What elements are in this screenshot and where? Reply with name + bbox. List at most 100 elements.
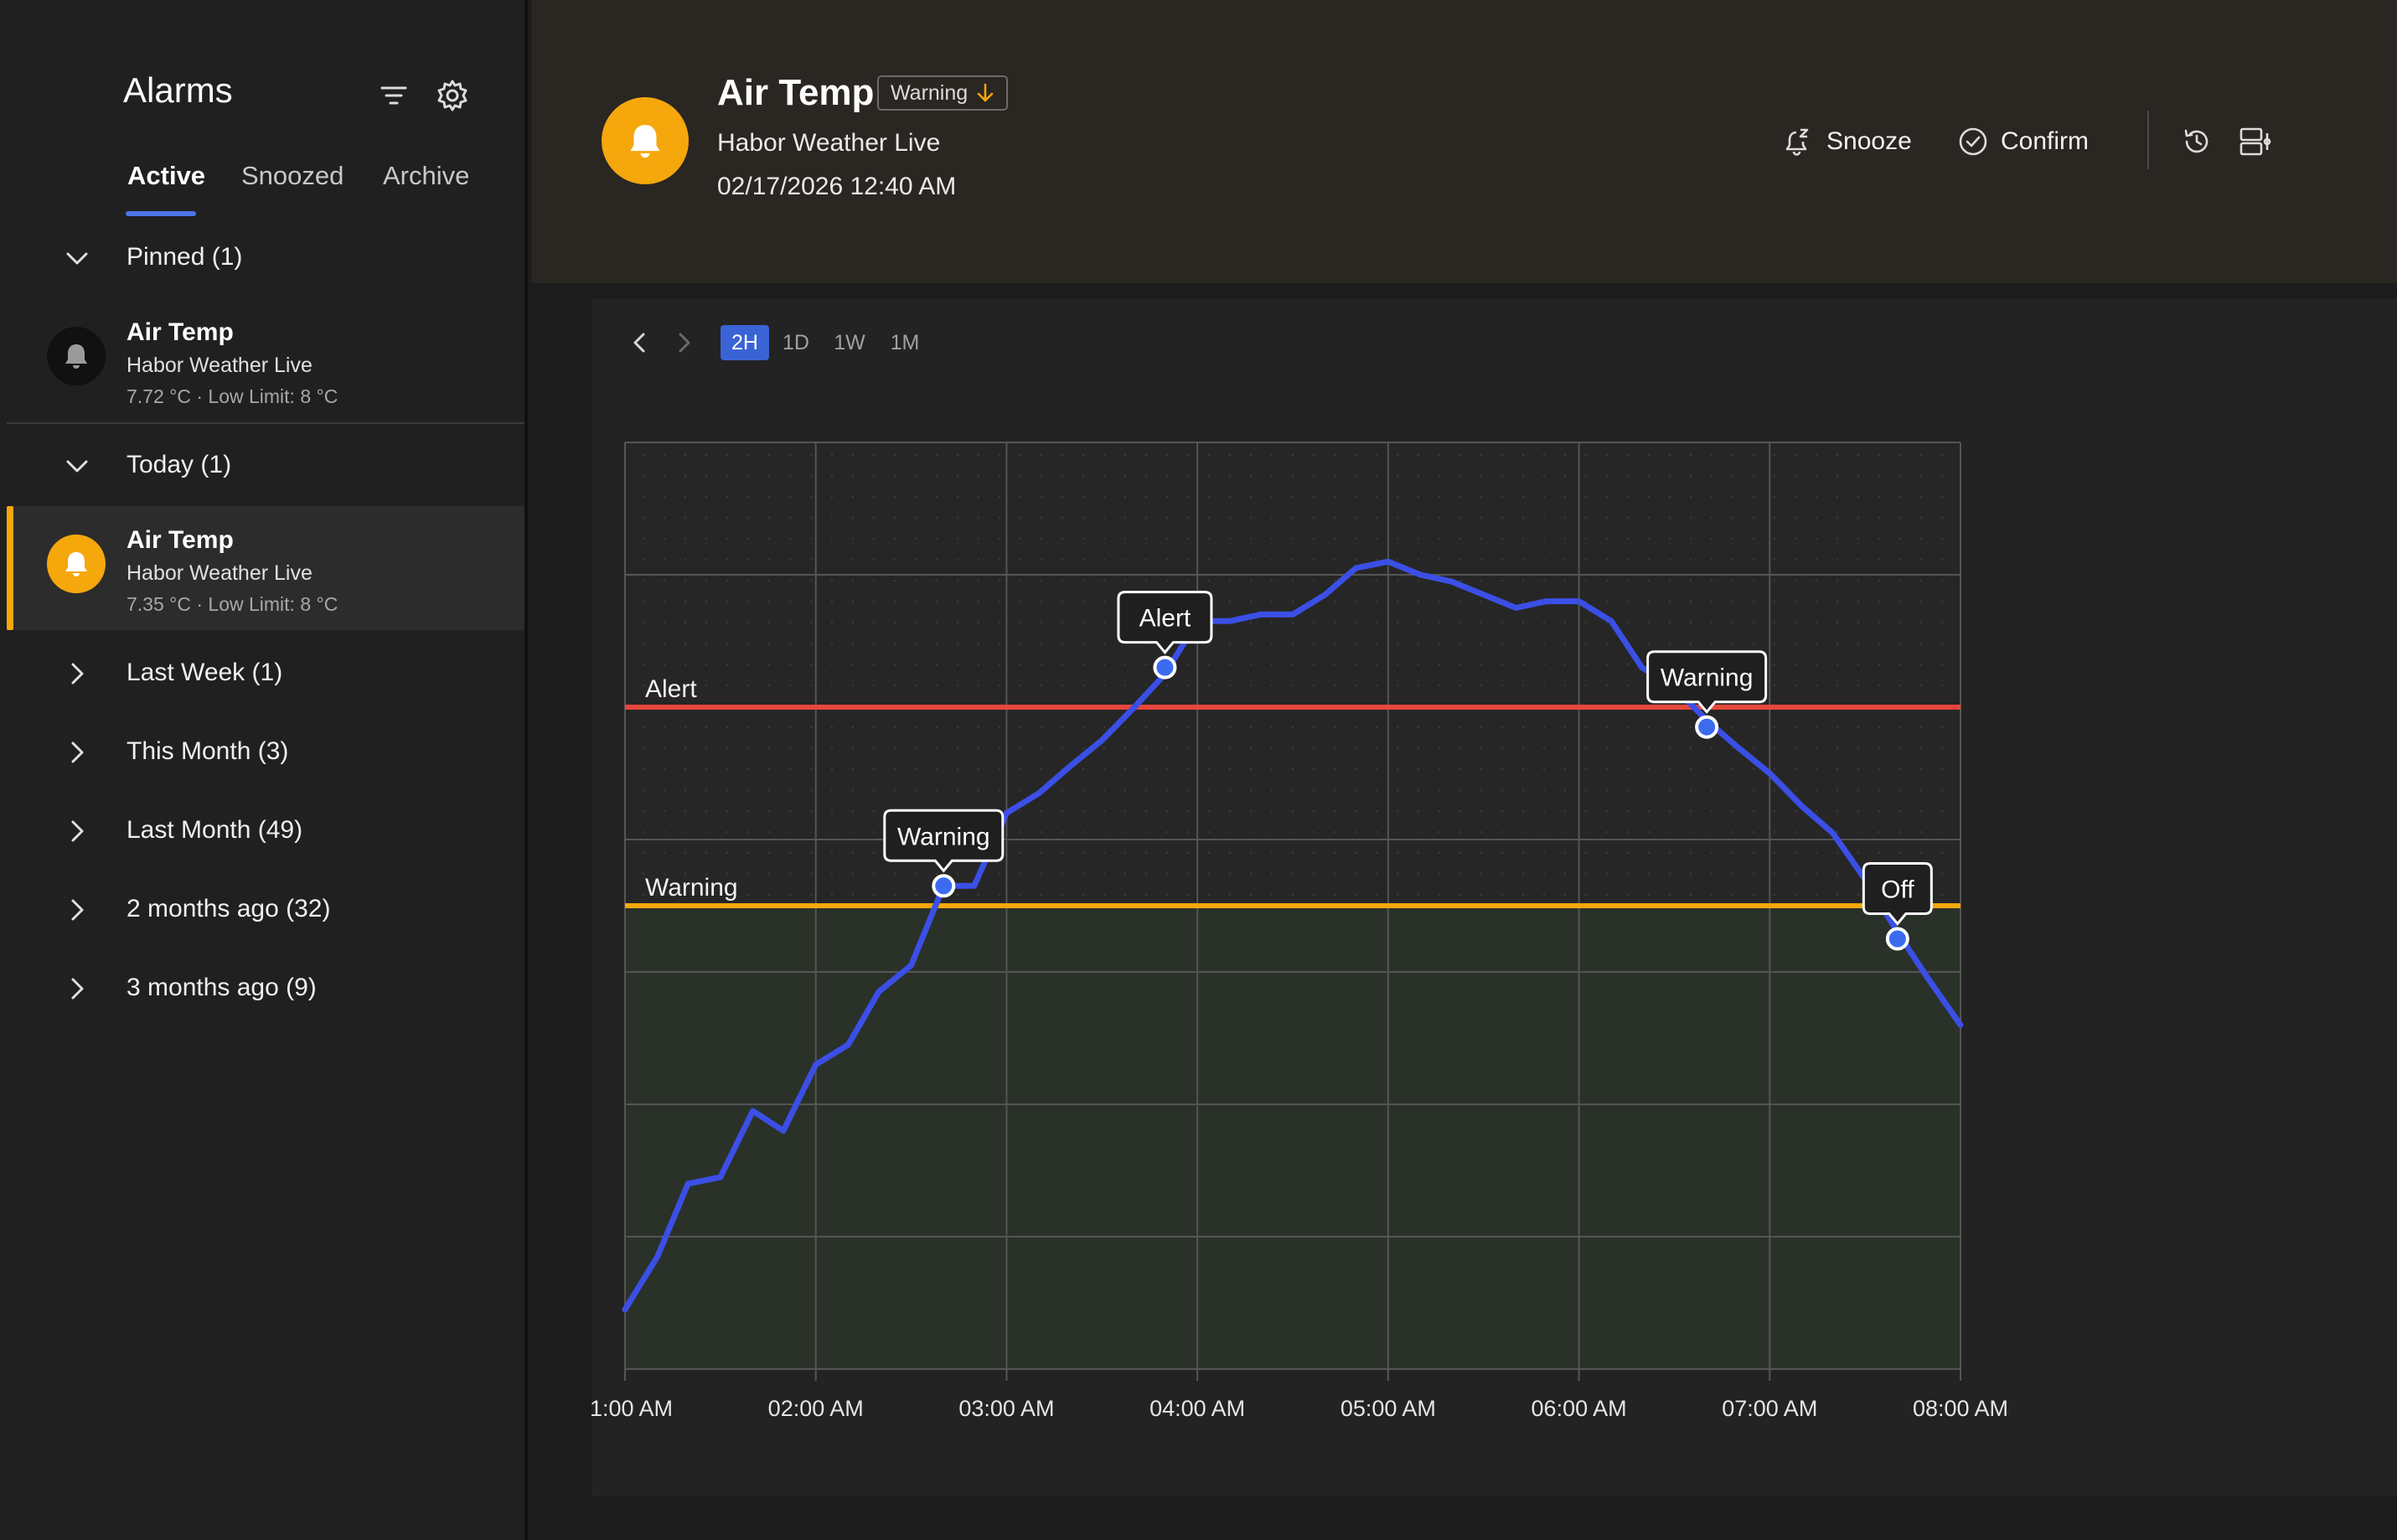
alarm-timestamp: 02/17/2026 12:40 AM xyxy=(717,173,957,200)
annotation-callout xyxy=(883,809,1005,873)
threshold-label-warning: Warning xyxy=(645,874,738,902)
divider xyxy=(7,422,524,424)
alarm-item-pinned[interactable]: Air Temp Habor Weather Live 7.72 °C · Lo… xyxy=(7,298,524,422)
group-label: 3 months ago (9) xyxy=(127,974,317,1001)
bell-icon xyxy=(602,97,689,184)
alarm-detail: 7.35 °C · Low Limit: 8 °C xyxy=(127,593,338,615)
air-temp-line-chart: 01:00 AM 02:00 AM 03:00 AM 04:00 AM 05:00 AM… xyxy=(592,442,2008,1421)
snooze-button[interactable]: Snooze xyxy=(1783,119,1912,164)
x-tick-label: 01:00 AM xyxy=(592,1396,673,1421)
filter-icon[interactable] xyxy=(375,77,412,114)
snooze-label: Snooze xyxy=(1826,127,1912,155)
annotation-label: Off xyxy=(1881,876,1914,904)
series-line xyxy=(622,558,1964,1313)
details-panel-button[interactable] xyxy=(2237,119,2274,164)
annotation-callout xyxy=(1646,650,1768,715)
alarm-detail: 7.72 °C · Low Limit: 8 °C xyxy=(127,385,338,407)
tab-snoozed[interactable]: Snoozed xyxy=(241,161,344,190)
prev-range-button[interactable] xyxy=(625,325,655,360)
alarm-detail-pane: Air Temp Warning Habor Weather Live 02/1… xyxy=(531,0,2397,1540)
x-tick-label: 02:00 AM xyxy=(768,1396,864,1421)
group-this-month[interactable]: This Month (3) xyxy=(0,727,524,778)
check-circle-icon xyxy=(1959,127,1987,156)
chevron-down-icon xyxy=(66,460,88,473)
chevron-right-icon xyxy=(71,742,84,763)
group-label: Last Month (49) xyxy=(127,816,303,844)
annotation-point xyxy=(1153,655,1177,680)
group-last-month[interactable]: Last Month (49) xyxy=(0,806,524,856)
panel-settings-icon xyxy=(2239,127,2271,156)
confirm-button[interactable]: Confirm xyxy=(1957,119,2089,164)
x-tick-label: 07:00 AM xyxy=(1722,1396,1817,1421)
group-3-months-ago[interactable]: 3 months ago (9) xyxy=(0,964,524,1014)
threshold-label-alert: Alert xyxy=(645,675,697,703)
header-divider xyxy=(2147,111,2149,169)
annotation-label: Warning xyxy=(897,823,990,850)
bell-icon xyxy=(47,327,106,385)
chevron-right-icon xyxy=(679,333,690,353)
chevron-down-icon xyxy=(66,252,88,265)
group-today[interactable]: Today (1) xyxy=(0,441,524,491)
chevron-right-icon xyxy=(71,663,84,685)
annotation-warning: Warning xyxy=(883,809,1005,898)
settings-gear-icon[interactable] xyxy=(434,77,471,114)
annotation-alert: Alert xyxy=(1117,591,1213,680)
x-tick-label: 05:00 AM xyxy=(1341,1396,1436,1421)
tab-archive[interactable]: Archive xyxy=(383,161,470,190)
group-label: 2 months ago (32) xyxy=(127,895,331,922)
range-button-1d[interactable]: 1D xyxy=(783,330,809,354)
sidebar-title: Alarms xyxy=(123,70,233,110)
alarm-header: Air Temp Warning Habor Weather Live 02/1… xyxy=(531,0,2397,283)
active-tab-indicator xyxy=(126,211,196,216)
group-last-week[interactable]: Last Week (1) xyxy=(0,649,524,699)
group-label: This Month (3) xyxy=(127,737,289,765)
alarms-sidebar: Alarms Active Snoozed Archive Pinned (1)… xyxy=(0,0,528,1540)
annotation-point xyxy=(1695,715,1719,739)
annotation-point xyxy=(932,874,956,898)
status-badge: Warning xyxy=(877,75,1009,111)
group-pinned[interactable]: Pinned (1) xyxy=(0,233,524,283)
confirm-label: Confirm xyxy=(2001,127,2090,155)
annotation-callout xyxy=(1862,862,1933,926)
snooze-icon xyxy=(1785,128,1809,156)
bell-icon xyxy=(47,535,106,593)
chevron-right-icon xyxy=(71,820,84,842)
annotation-label: Warning xyxy=(1661,664,1754,692)
range-button-2h[interactable]: 2H xyxy=(721,325,769,360)
alarm-title: Air Temp xyxy=(127,318,234,346)
selection-indicator xyxy=(7,506,13,630)
group-label: Pinned (1) xyxy=(127,243,243,271)
chevron-right-icon xyxy=(71,978,84,1000)
tab-active[interactable]: Active xyxy=(127,161,206,190)
arrow-down-icon xyxy=(977,83,994,102)
group-label: Last Week (1) xyxy=(127,659,283,686)
status-badge-label: Warning xyxy=(891,80,969,105)
annotation-point xyxy=(1885,927,1909,951)
alarm-source: Habor Weather Live xyxy=(717,129,941,157)
history-button[interactable] xyxy=(2180,119,2214,164)
x-tick-label: 03:00 AM xyxy=(958,1396,1054,1421)
annotation-callout xyxy=(1117,591,1213,654)
annotation-warning: Warning xyxy=(1646,650,1768,739)
group-2-months-ago[interactable]: 2 months ago (32) xyxy=(0,885,524,935)
annotation-label: Alert xyxy=(1139,605,1191,633)
alarm-title: Air Temp xyxy=(717,72,875,113)
alarm-item-today[interactable]: Air Temp Habor Weather Live 7.35 °C · Lo… xyxy=(7,506,524,630)
x-tick-label: 06:00 AM xyxy=(1532,1396,1627,1421)
alarm-title: Air Temp xyxy=(127,526,234,554)
alarm-source: Habor Weather Live xyxy=(127,561,313,585)
chevron-right-icon xyxy=(71,899,84,921)
alarm-source: Habor Weather Live xyxy=(127,354,313,377)
group-label: Today (1) xyxy=(127,451,232,478)
next-range-button[interactable] xyxy=(669,325,699,360)
x-tick-label: 04:00 AM xyxy=(1149,1396,1245,1421)
time-range-bar: 2H 1D 1W 1M xyxy=(592,298,1094,390)
normal-zone xyxy=(625,906,1960,1369)
x-tick-label: 08:00 AM xyxy=(1913,1396,2008,1421)
range-button-1w[interactable]: 1W xyxy=(834,330,865,354)
chart-panel: 2H 1D 1W 1M 01:00 AM 02:00 AM 03:00 AM 04:0… xyxy=(592,298,2397,1496)
range-button-1m[interactable]: 1M xyxy=(890,330,920,354)
chevron-left-icon xyxy=(633,333,645,353)
annotation-off: Off xyxy=(1862,862,1933,951)
history-icon xyxy=(2184,129,2208,153)
